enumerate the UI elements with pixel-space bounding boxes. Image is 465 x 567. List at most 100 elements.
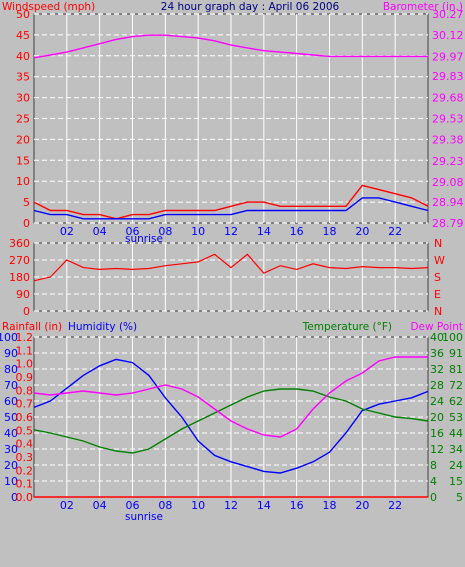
rainfall-tick-label: 0.9 (16, 371, 34, 384)
barometer-tick-label: 29.97 (432, 50, 464, 63)
x-tick-label: 02 (60, 225, 74, 238)
rainfall-tick-label: 0.6 (16, 411, 34, 424)
rainfall-axis-title: Rainfall (in) (2, 321, 62, 333)
series-dewpoint-line (33, 356, 428, 438)
temperature-tick-label: 24 (430, 395, 444, 408)
rainfall-tick-label: 0.2 (16, 464, 34, 477)
compass-tick-label: N (434, 305, 442, 318)
x-tick-label: 06 (126, 225, 140, 238)
temperature-tick-label: 20 (430, 411, 444, 424)
direction-tick-label: 180 (9, 271, 30, 284)
x-tick-label: 16 (290, 225, 304, 238)
series-temperature-line (33, 388, 429, 454)
windspeed-tick-label: 25 (16, 113, 30, 126)
x-tick-label: 04 (93, 225, 107, 238)
x-tick-label: 20 (355, 499, 369, 512)
compass-tick-label: W (434, 254, 445, 267)
x-tick-label: 04 (93, 499, 107, 512)
x-tick-label: 06 (126, 499, 140, 512)
dewpoint-tick-label: 44 (449, 427, 463, 440)
x-tick-label: 10 (191, 225, 205, 238)
dewpoint-tick-label: 62 (449, 395, 463, 408)
barometer-tick-label: 29.83 (432, 70, 464, 83)
temperature-tick-label: 40 (430, 331, 444, 344)
rainfall-tick-label: 0.4 (16, 438, 34, 451)
humidity-tick-label: 100 (0, 331, 18, 344)
temperature-tick-label: 12 (430, 443, 444, 456)
windspeed-tick-label: 30 (16, 92, 30, 105)
temperature-tick-label: 4 (430, 475, 437, 488)
barometer-tick-label: 29.38 (432, 134, 464, 147)
direction-tick-label: 270 (9, 254, 30, 267)
dewpoint-tick-label: 91 (449, 347, 463, 360)
series-humidity-line (33, 358, 429, 474)
barometer-tick-label: 29.23 (432, 155, 464, 168)
series-gust-line (33, 197, 429, 220)
direction-tick-label: 0 (23, 305, 30, 318)
x-tick-label: 08 (158, 225, 172, 238)
dewpoint-axis-title: Dew Point (410, 321, 463, 333)
dewpoint-tick-label: 53 (449, 411, 463, 424)
rainfall-tick-label: 0.7 (16, 398, 34, 411)
temperature-tick-label: 32 (430, 363, 444, 376)
dewpoint-tick-label: 34 (449, 443, 463, 456)
barometer-tick-label: 30.27 (432, 8, 464, 21)
rainfall-tick-label: 0.3 (16, 451, 34, 464)
grid-lines (34, 13, 428, 498)
direction-tick-label: 90 (16, 288, 30, 301)
barometer-tick-label: 30.12 (432, 29, 464, 42)
humidity-tick-label: 40 (4, 427, 18, 440)
windspeed-tick-label: 0 (23, 217, 30, 230)
x-tick-label: 20 (355, 225, 369, 238)
windspeed-tick-label: 10 (16, 175, 30, 188)
x-tick-label: 18 (323, 499, 337, 512)
x-tick-label: 16 (290, 499, 304, 512)
humidity-axis-title: Humidity (%) (68, 321, 137, 333)
compass-tick-label: S (434, 271, 441, 284)
barometer-axis-title: Barometer (in.) (383, 1, 463, 13)
windspeed-tick-label: 15 (16, 154, 30, 167)
humidity-tick-label: 30 (4, 443, 18, 456)
series-windspeed-line (33, 184, 429, 220)
temperature-axis-title: Temperature (°F) (302, 321, 392, 333)
temperature-tick-label: 0 (430, 491, 437, 504)
humidity-tick-label: 10 (4, 475, 18, 488)
rainfall-tick-label: 0.1 (16, 478, 34, 491)
barometer-tick-label: 29.08 (432, 176, 464, 189)
x-tick-label: 18 (323, 225, 337, 238)
x-tick-label: 22 (388, 225, 402, 238)
sunrise-marker-top: sunrise (125, 233, 163, 245)
humidity-tick-label: 0 (11, 491, 18, 504)
barometer-tick-label: 28.94 (432, 196, 464, 209)
sunrise-marker-bottom: sunrise (125, 511, 163, 523)
compass-tick-label: N (434, 237, 442, 250)
windspeed-axis-title: Windspeed (mph) (2, 1, 95, 13)
windspeed-tick-label: 40 (16, 50, 30, 63)
direction-tick-label: 360 (9, 237, 30, 250)
rainfall-tick-label: 0.5 (16, 424, 34, 437)
humidity-tick-label: 70 (4, 379, 18, 392)
x-tick-label: 14 (257, 225, 271, 238)
windspeed-tick-label: 35 (16, 71, 30, 84)
temperature-tick-label: 16 (430, 427, 444, 440)
dewpoint-tick-label: 24 (449, 459, 463, 472)
x-tick-label: 08 (158, 499, 172, 512)
barometer-tick-label: 29.68 (432, 91, 464, 104)
dewpoint-tick-label: 100 (442, 331, 463, 344)
barometer-tick-label: 28.79 (432, 217, 464, 230)
page-title: 24 hour graph day : April 06 2006 (161, 1, 340, 13)
humidity-tick-label: 20 (4, 459, 18, 472)
dewpoint-tick-label: 81 (449, 363, 463, 376)
x-tick-label: 02 (60, 499, 74, 512)
windspeed-tick-label: 20 (16, 133, 30, 146)
x-tick-label: 22 (388, 499, 402, 512)
dewpoint-tick-label: 72 (449, 379, 463, 392)
series-barometer-line (33, 34, 428, 59)
x-tick-label: 10 (191, 499, 205, 512)
barometer-tick-label: 29.53 (432, 113, 464, 126)
windspeed-tick-label: 5 (23, 196, 30, 209)
temperature-tick-label: 28 (430, 379, 444, 392)
